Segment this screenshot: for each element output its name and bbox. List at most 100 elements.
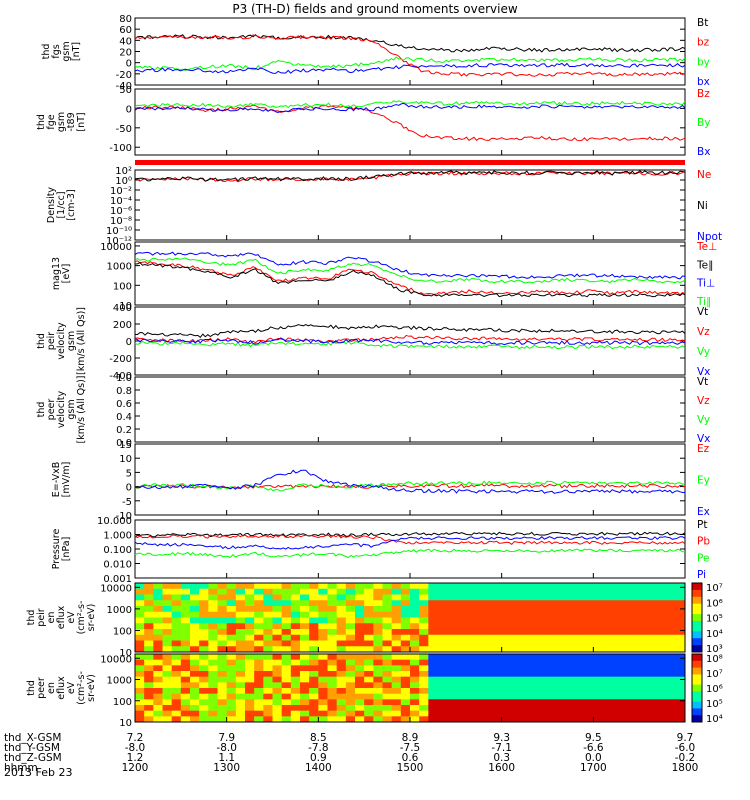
spectrogram-cell	[529, 671, 539, 678]
spectrogram-cell	[593, 611, 603, 618]
spectrogram-cell	[639, 671, 649, 678]
spectrogram-cell	[584, 676, 594, 683]
spectrogram-cell	[538, 676, 548, 683]
spectrogram-cell	[675, 654, 686, 661]
spectrogram-cell	[437, 594, 448, 601]
y-tick-label: -10	[116, 511, 132, 522]
spectrogram-cell	[345, 634, 356, 641]
spectrogram-cell	[180, 606, 191, 613]
spectrogram-cell	[217, 665, 228, 672]
spectrogram-cell	[171, 671, 182, 678]
spectrogram-cell	[620, 588, 631, 595]
spectrogram-cell	[666, 600, 677, 607]
spectrogram-cell	[162, 583, 173, 590]
spectrogram-cell	[547, 617, 558, 624]
spectrogram-cell	[437, 583, 448, 590]
y-tick-label: 0.001	[103, 574, 132, 585]
spectrogram-cell	[281, 676, 292, 683]
spectrogram-cell	[538, 705, 548, 712]
spectrogram-cell	[492, 682, 503, 689]
spectrogram-cell	[538, 693, 548, 700]
spectrogram-cell	[529, 600, 539, 607]
spectrogram-cell	[272, 688, 283, 695]
spectrogram-cell	[345, 588, 356, 595]
spectrogram-cell	[382, 710, 393, 717]
spectrogram-cell	[639, 611, 649, 618]
spectrogram-cell	[639, 716, 649, 723]
spectrogram-cell	[657, 688, 668, 695]
spectrogram-cell	[584, 710, 594, 717]
spectrogram-cell	[501, 646, 512, 653]
spectrogram-cell	[309, 710, 319, 717]
spectrogram-cell	[235, 699, 246, 706]
spectrogram-cell	[263, 617, 273, 624]
y-axis-label: thd peer en eflux eV (cm²-s-sr-eV)	[26, 671, 97, 705]
spectrogram-cell	[465, 617, 475, 624]
spectrogram-cell	[593, 600, 603, 607]
spectrogram-cell	[190, 640, 200, 647]
spectrogram-cell	[483, 600, 493, 607]
spectrogram-cell	[318, 588, 328, 595]
spectrogram-cell	[254, 594, 264, 601]
spectrogram-cell	[300, 634, 310, 641]
spectrogram-cell	[355, 705, 365, 712]
footer-value: 8.9	[402, 732, 419, 744]
spectrogram-cell	[446, 629, 457, 636]
spectrogram-cell	[547, 640, 558, 647]
spectrogram-cell	[666, 611, 677, 618]
footer-value: 9.7	[677, 732, 694, 744]
spectrogram-cell	[171, 688, 182, 695]
spectrogram-cell	[300, 688, 310, 695]
spectrogram-cell	[455, 640, 466, 647]
spectrogram-cell	[455, 688, 466, 695]
spectrogram-cell	[254, 611, 264, 618]
spectrogram-cell	[327, 699, 338, 706]
spectrogram-cell	[217, 634, 228, 641]
spectrogram-cell	[648, 611, 658, 618]
spectrogram-cell	[400, 629, 411, 636]
spectrogram-cell	[547, 699, 558, 706]
spectrogram-cell	[217, 600, 228, 607]
spectrogram-cell	[675, 716, 686, 723]
legend-entry: by	[697, 56, 710, 68]
series-line-Ni	[134, 170, 686, 182]
spectrogram-cell	[226, 688, 237, 695]
spectrogram-cell	[355, 676, 365, 683]
y-tick-label: 10000	[100, 654, 132, 665]
spectrogram-cell	[602, 588, 613, 595]
spectrogram-cell	[144, 594, 154, 601]
spectrogram-cell	[575, 671, 585, 678]
spectrogram-cell	[355, 617, 365, 624]
spectrogram-cell	[666, 594, 677, 601]
spectrogram-cell	[510, 611, 521, 618]
series-line-Pe	[134, 548, 685, 559]
spectrogram-cell	[446, 665, 457, 672]
spectrogram-cell	[575, 705, 585, 712]
spectrogram-cell	[327, 716, 338, 723]
spectrogram-cell	[538, 665, 548, 672]
spectrogram-cell	[630, 699, 640, 706]
spectrogram-cell	[281, 623, 292, 630]
spectrogram-cell	[410, 654, 420, 661]
spectrogram-cell	[648, 629, 658, 636]
spectrogram-cell	[135, 705, 145, 712]
spectrogram-cell	[391, 716, 402, 723]
spectrogram-cell	[364, 646, 374, 653]
spectrogram-cell	[190, 654, 200, 661]
y-axis-label-line: fgs	[51, 44, 62, 58]
spectrogram-cell	[446, 617, 457, 624]
spectrogram-cell	[364, 600, 374, 607]
spectrogram-cell	[336, 634, 347, 641]
spectrogram-cell	[254, 682, 264, 689]
spectrogram-cell	[529, 705, 539, 712]
spectrogram-cell	[657, 623, 668, 630]
spectrogram-cell	[327, 600, 338, 607]
footer-value: -8.0	[216, 742, 237, 754]
spectrogram-cell	[180, 699, 191, 706]
spectrogram-cell	[171, 634, 182, 641]
spectrogram-cell	[483, 705, 493, 712]
spectrogram-cell	[135, 659, 145, 666]
spectrogram-cell	[364, 659, 374, 666]
